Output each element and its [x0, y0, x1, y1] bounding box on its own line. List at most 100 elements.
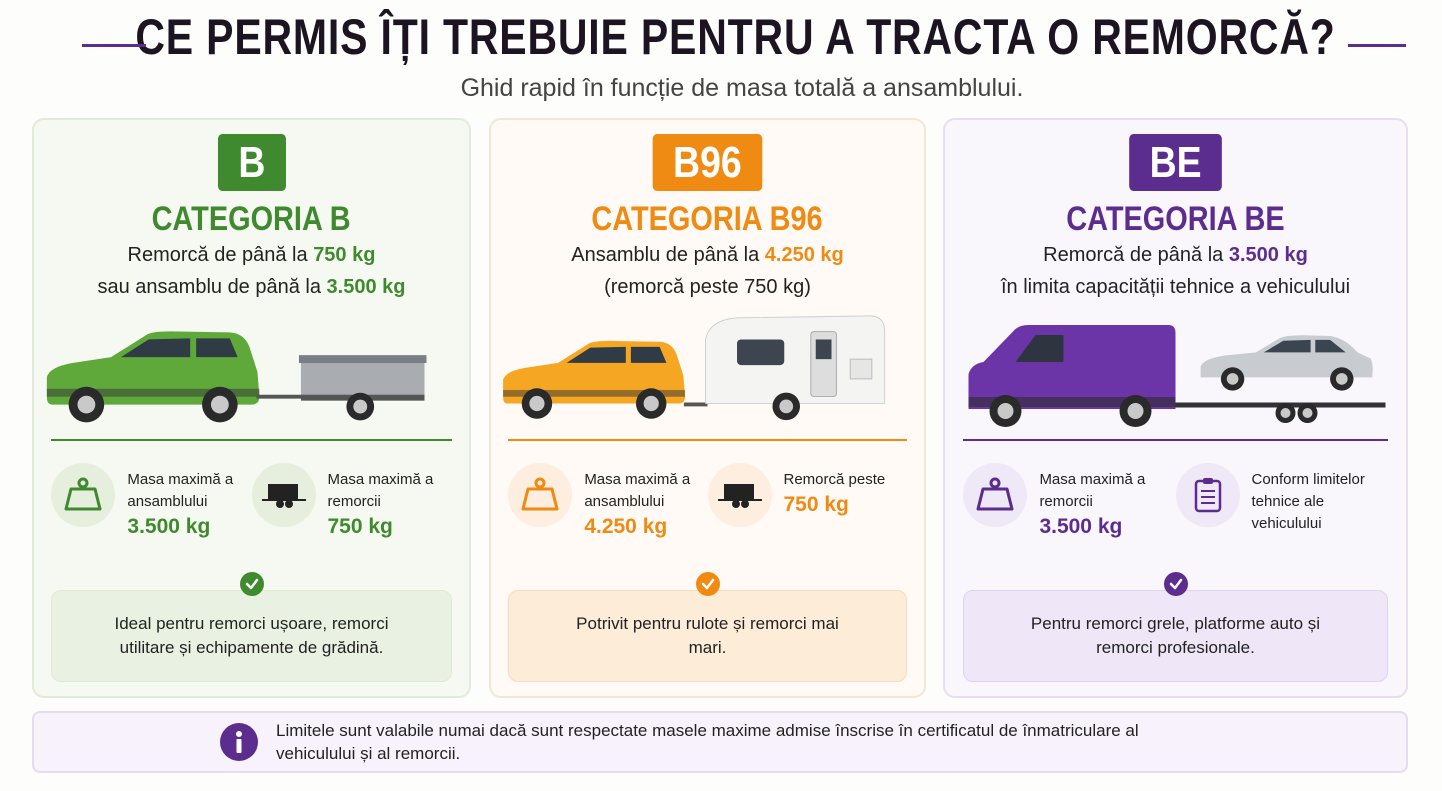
graphic-path	[701, 578, 714, 590]
graphic-svg	[261, 484, 306, 508]
badge: B	[217, 134, 286, 191]
description-text: Ansamblu de până la	[571, 244, 760, 266]
graphic-circle	[275, 500, 284, 508]
graphic-svg	[717, 484, 762, 508]
stats: Masa maximă a ansamblului 4.250 kg Remorcă…	[508, 463, 906, 543]
info-glyph	[236, 731, 242, 753]
highlight-value: 4.250 kg	[764, 244, 844, 266]
graphic-rect	[815, 339, 832, 360]
graphic-circle	[997, 403, 1014, 419]
subtitle: Ghid rapid în funcție de masa totală a a…	[460, 74, 1024, 102]
stat-text: Masa maximă a ansamblului 3.500 kg	[127, 463, 251, 541]
graphic-rect	[46, 388, 260, 397]
graphic-path	[566, 346, 667, 363]
stat-text: Conform limitelor tehnice ale vehicululu…	[1252, 463, 1380, 535]
stat: Masa maximă a ansamblului 3.500 kg	[51, 463, 251, 543]
graphic-circle	[740, 500, 749, 508]
graphic-svg	[245, 578, 258, 590]
stats: Masa maximă a remorcii 3.500 kg Conform li…	[963, 463, 1387, 543]
graphic-circle	[529, 395, 545, 412]
footer-text: Limitele sunt valabile numai dacă sunt r…	[276, 721, 1139, 763]
description-line: Remorcă de până la 750 kg	[97, 239, 405, 271]
vehicle-illustration	[491, 309, 924, 429]
graphic-path	[968, 325, 1176, 409]
graphic-path	[1015, 335, 1064, 362]
graphic-path	[1263, 339, 1346, 353]
graphic-path	[521, 487, 559, 511]
stat-icon	[1175, 463, 1240, 527]
graphic-circle	[731, 500, 740, 508]
stat-value: 3.500 kg	[127, 515, 211, 538]
vehicle-illustration	[34, 309, 469, 429]
highlight-value: 3.500 kg	[1228, 244, 1308, 266]
graphic-circle	[1335, 373, 1348, 385]
category-card: B CATEGORIA B Remorcă de până la 750 kg sau…	[32, 118, 471, 698]
stat-icon	[51, 463, 116, 527]
stat-label: Masa maximă a ansamblului	[584, 471, 691, 510]
category-card: B96 CATEGORIA B96 Ansamblu de până la 4.25…	[489, 118, 926, 698]
graphic-circle	[1280, 408, 1291, 418]
bar	[236, 739, 242, 753]
category-name: CATEGORIA BE	[1066, 200, 1285, 238]
stat: Remorcă peste 750 kg	[707, 463, 907, 543]
graphic-circle	[989, 477, 1001, 489]
graphic-path	[705, 315, 886, 404]
graphic-svg	[46, 331, 427, 423]
graphic-g	[46, 331, 260, 423]
stat: Conform limitelor tehnice ale vehicululu…	[1175, 463, 1388, 543]
graphic-rect	[503, 389, 686, 397]
description-line: în limita capacității tehnice a vehiculu…	[1001, 271, 1350, 303]
stat-value: 750 kg	[783, 493, 849, 516]
stats: Masa maximă a ansamblului 3.500 kg Masa ma…	[51, 463, 451, 543]
graphic-g	[1200, 335, 1373, 391]
stat-label: Conform limitelor tehnice ale vehicululu…	[1251, 471, 1365, 532]
graphic-g	[968, 325, 1176, 427]
description: Ansamblu de până la 4.250 kg (remorcă pes…	[571, 239, 843, 303]
graphic-circle	[1302, 408, 1313, 418]
check-icon	[239, 572, 264, 596]
note: Pentru remorci grele, platforme auto și …	[963, 590, 1388, 682]
stat-icon	[508, 463, 573, 527]
graphic-svg	[701, 578, 714, 590]
graphic-g	[1200, 490, 1215, 504]
graphic-circle	[353, 399, 368, 414]
footer-box: Limitele sunt valabile numai dacă sunt r…	[32, 711, 1408, 773]
graphic-rect	[723, 484, 754, 500]
graphic-rect	[968, 397, 1176, 407]
description-text: sau ansamblu de până la	[97, 276, 321, 298]
divider	[508, 439, 907, 441]
graphic-path	[121, 338, 238, 358]
graphic-circle	[779, 399, 794, 414]
badge: B96	[652, 134, 763, 191]
stat-icon	[963, 463, 1028, 527]
check-icon	[695, 572, 720, 596]
description: Remorcă de până la 3.500 kg în limita cap…	[1001, 239, 1350, 303]
graphic-rect	[298, 355, 427, 364]
graphic-circle	[77, 477, 89, 489]
description-text: (remorcă peste 750 kg)	[604, 276, 811, 298]
graphic-svg	[1169, 578, 1182, 590]
highlight-value: 3.500 kg	[326, 276, 406, 298]
graphic-rect	[1202, 478, 1213, 484]
stat: Masa maximă a remorcii 750 kg	[251, 463, 452, 543]
note: Ideal pentru remorci ușoare, remorci uti…	[51, 590, 452, 682]
graphic-circle	[1226, 373, 1239, 385]
category-card: BE CATEGORIA BE Remorcă de până la 3.500 k…	[943, 118, 1408, 698]
title-rule	[82, 44, 146, 47]
stat-value: 750 kg	[327, 515, 393, 538]
graphic-path	[976, 487, 1014, 511]
highlight-value: 750 kg	[313, 244, 376, 266]
stat-text: Masa maximă a remorcii 3.500 kg	[1039, 463, 1167, 541]
stat-label: Remorcă peste	[783, 471, 886, 488]
stat: Masa maximă a remorcii 3.500 kg	[963, 463, 1175, 543]
stat-icon	[707, 463, 772, 527]
graphic-rect	[300, 361, 425, 399]
description-text: Remorcă de până la	[127, 244, 308, 266]
graphic-svg	[976, 477, 1014, 511]
stat-text: Masa maximă a ansamblului 4.250 kg	[584, 463, 707, 541]
description-text: Remorcă de până la	[1043, 244, 1224, 266]
divider	[51, 439, 452, 441]
divider	[963, 439, 1388, 441]
graphic-g	[503, 340, 686, 419]
